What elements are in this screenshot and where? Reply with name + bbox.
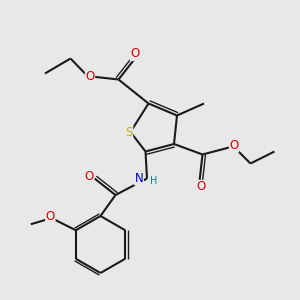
Text: O: O	[230, 139, 238, 152]
Text: O: O	[85, 170, 94, 184]
Text: O: O	[46, 210, 55, 223]
Text: S: S	[125, 125, 133, 139]
Text: H: H	[150, 176, 157, 186]
Text: N: N	[135, 172, 143, 185]
Text: O: O	[196, 180, 206, 194]
Text: O: O	[130, 47, 140, 61]
Text: O: O	[85, 70, 94, 83]
